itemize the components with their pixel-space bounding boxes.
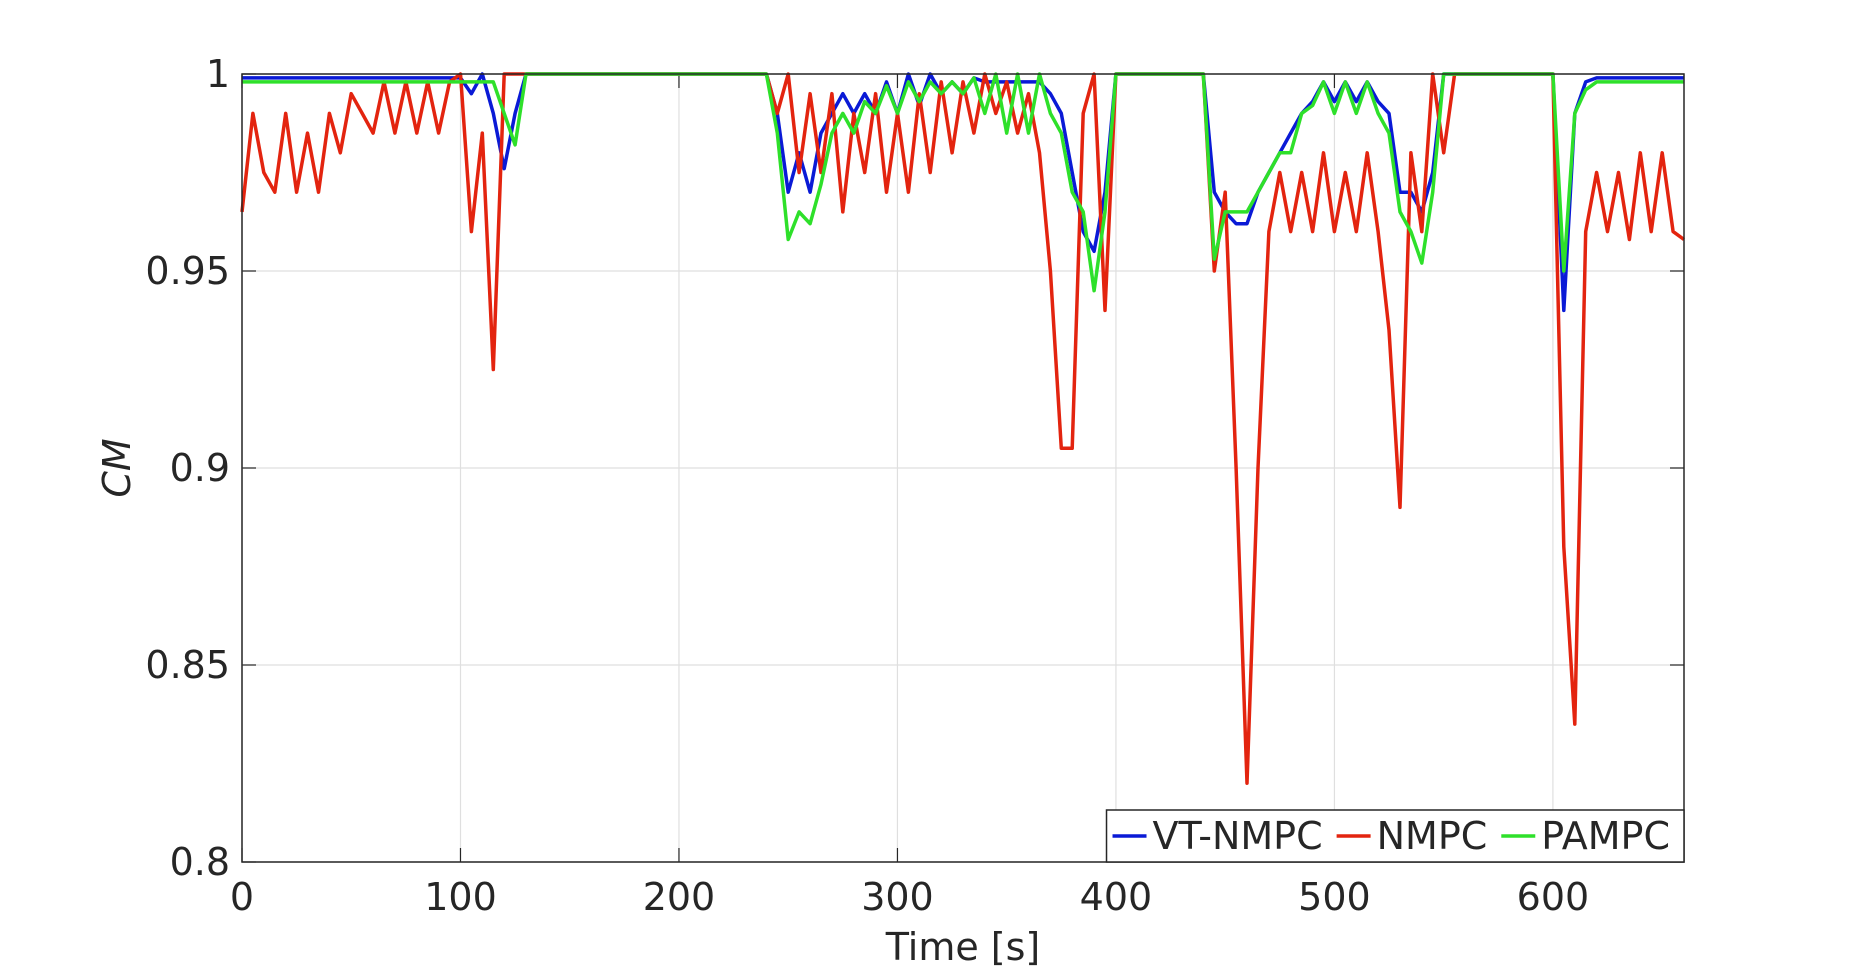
x-axis-label: Time [s] — [885, 925, 1041, 969]
axes-box — [241, 73, 1685, 863]
x-tick-label: 200 — [643, 875, 716, 919]
x-tick-label: 0 — [230, 875, 254, 919]
legend-box — [1105, 809, 1685, 863]
y-tick-label: 1 — [206, 52, 230, 96]
legend-label: VT-NMPC — [1153, 814, 1323, 858]
y-tick-label: 0.8 — [170, 840, 230, 884]
y-tick-label: 0.85 — [145, 643, 230, 687]
y-axis-label: CM — [95, 438, 139, 497]
series-line — [240, 72, 1686, 785]
x-tick-label: 500 — [1298, 875, 1371, 919]
y-tick-label: 0.95 — [145, 249, 230, 293]
legend-label: PAMPC — [1541, 814, 1670, 858]
y-tick-label: 0.9 — [170, 446, 230, 490]
x-tick-label: 600 — [1517, 875, 1590, 919]
x-tick-label: 400 — [1080, 875, 1153, 919]
x-tick-label: 300 — [861, 875, 934, 919]
x-tick-label: 100 — [424, 875, 497, 919]
legend-label: NMPC — [1377, 814, 1488, 858]
legend: VT-NMPC NMPC PAMPC — [1105, 809, 1685, 863]
